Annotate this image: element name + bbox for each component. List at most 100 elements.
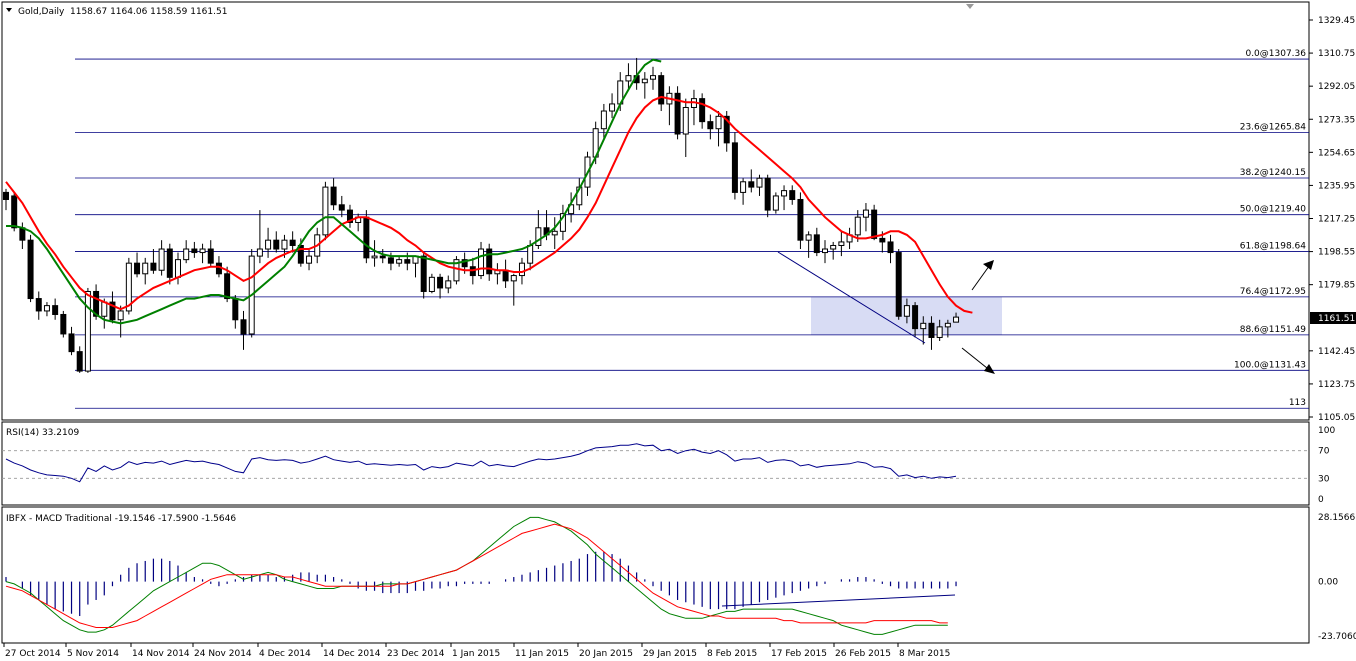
bull-candle bbox=[953, 316, 960, 323]
bull-candle bbox=[682, 106, 689, 135]
macd-label: IBFX - MACD Traditional -19.1546 -17.590… bbox=[6, 514, 236, 524]
bear-candle bbox=[912, 305, 919, 330]
bear-candle bbox=[731, 142, 738, 193]
bear-candle bbox=[93, 290, 100, 317]
bull-candle bbox=[830, 244, 837, 250]
bull-candle bbox=[772, 195, 779, 211]
bull-candle bbox=[306, 255, 313, 264]
macd-tick-label: -23.7060 bbox=[1318, 632, 1356, 642]
bull-candle bbox=[445, 280, 452, 289]
bear-candle bbox=[346, 209, 353, 223]
bull-candle bbox=[551, 230, 558, 236]
bull-candle bbox=[518, 262, 525, 277]
price-tick-label: 1105.05 bbox=[1318, 413, 1355, 423]
bull-candle bbox=[183, 248, 190, 261]
bear-candle bbox=[486, 248, 493, 275]
price-tick-label: 1235.95 bbox=[1318, 181, 1355, 191]
chart-shift-marker-icon[interactable] bbox=[966, 4, 974, 9]
bull-candle bbox=[781, 190, 788, 197]
date-tick-label: 1 Jan 2015 bbox=[452, 649, 500, 659]
rsi-line bbox=[5, 443, 957, 483]
macd-tick-label: 0.00 bbox=[1318, 578, 1338, 588]
bear-candle bbox=[76, 351, 83, 372]
price-tick-label: 1217.25 bbox=[1318, 215, 1355, 225]
bear-candle bbox=[707, 121, 714, 130]
fib-level-label: 100.0@1131.43 bbox=[1234, 360, 1306, 370]
macd-indicator: 28.1566 0.00 -23.7060 bbox=[5, 513, 1356, 642]
fib-level-label: 23.6@1265.84 bbox=[1240, 123, 1307, 133]
bull-candle bbox=[43, 305, 50, 312]
bull-candle bbox=[527, 244, 534, 264]
bull-candle bbox=[854, 216, 861, 236]
up-arrow-icon bbox=[971, 260, 994, 291]
bull-candle bbox=[142, 262, 149, 275]
bull-candle bbox=[559, 213, 566, 232]
price-axis: 1329.45 1310.75 1292.05 1273.35 1254.65 1235.… bbox=[1309, 16, 1355, 423]
bull-candle bbox=[256, 248, 263, 257]
price-tick-label: 1198.55 bbox=[1318, 248, 1355, 258]
bull-candle bbox=[944, 322, 951, 328]
bear-candle bbox=[789, 190, 796, 200]
bear-candle bbox=[723, 115, 730, 144]
bull-candle bbox=[535, 227, 542, 246]
price-tick-label: 1142.45 bbox=[1318, 347, 1355, 357]
bull-candle bbox=[101, 301, 108, 317]
bear-candle bbox=[3, 191, 9, 200]
bull-candle bbox=[625, 75, 632, 82]
fib-level-label: 88.6@1151.49 bbox=[1240, 325, 1307, 335]
bull-candle bbox=[838, 241, 845, 246]
bull-candle bbox=[158, 248, 165, 271]
price-tick-label: 1329.45 bbox=[1318, 16, 1355, 26]
price-tick-label: 1273.35 bbox=[1318, 115, 1355, 125]
bull-candle bbox=[609, 103, 616, 112]
bull-candle bbox=[805, 234, 812, 241]
fib-level-label: 61.8@1198.64 bbox=[1240, 241, 1307, 251]
rsi-indicator: 100 70 30 0 bbox=[2, 426, 1335, 505]
bear-candle bbox=[895, 252, 902, 317]
bull-candle bbox=[174, 259, 181, 278]
macd-trendline bbox=[721, 594, 956, 607]
price-tick-label: 1254.65 bbox=[1318, 148, 1355, 158]
bear-candle bbox=[658, 75, 665, 105]
bear-candle bbox=[297, 244, 304, 264]
fibonacci-levels: 0.0@1307.36 23.6@1265.84 38.2@1240.15 50.0@… bbox=[75, 49, 1309, 409]
bear-candle bbox=[404, 259, 411, 264]
bear-candle bbox=[150, 262, 157, 271]
macd-panel-frame bbox=[1, 506, 1310, 644]
date-tick-label: 20 Jan 2015 bbox=[579, 649, 633, 659]
date-tick-label: 5 Nov 2014 bbox=[67, 649, 119, 659]
bear-candle bbox=[232, 298, 239, 321]
bull-candle bbox=[84, 290, 91, 372]
rsi-tick-label: 30 bbox=[1318, 474, 1330, 484]
candlesticks bbox=[3, 57, 960, 373]
bear-candle bbox=[420, 255, 427, 292]
bull-candle bbox=[396, 259, 403, 264]
bear-candle bbox=[68, 333, 75, 353]
bear-candle bbox=[35, 298, 42, 312]
price-tick-label: 1123.75 bbox=[1318, 380, 1355, 390]
fib-level-label: 113 bbox=[1289, 398, 1306, 408]
bull-candle bbox=[862, 209, 869, 218]
bull-candle bbox=[600, 110, 607, 130]
slow-ma-line bbox=[6, 58, 662, 325]
bull-candle bbox=[715, 115, 722, 130]
bear-candle bbox=[813, 234, 820, 254]
date-tick-label: 14 Nov 2014 bbox=[132, 649, 190, 659]
macd-line bbox=[5, 516, 948, 635]
bear-candle bbox=[461, 259, 468, 268]
bull-candle bbox=[903, 305, 910, 317]
bear-candle bbox=[166, 248, 173, 278]
ohlc-readout: 1158.67 1164.06 1158.59 1161.51 bbox=[70, 7, 227, 17]
chart-menu-icon[interactable] bbox=[6, 8, 12, 12]
main-panel-frame bbox=[1, 1, 1310, 421]
current-price-badge bbox=[1310, 312, 1356, 324]
bull-candle bbox=[920, 322, 927, 330]
rsi-tick-label: 0 bbox=[1318, 495, 1324, 505]
date-tick-label: 4 Dec 2014 bbox=[259, 649, 311, 659]
fib-level-label: 50.0@1219.40 bbox=[1240, 205, 1307, 215]
moving-averages bbox=[5, 58, 973, 325]
fast-ma-line bbox=[5, 95, 973, 314]
bull-candle bbox=[510, 275, 517, 282]
bear-candle bbox=[52, 305, 59, 315]
